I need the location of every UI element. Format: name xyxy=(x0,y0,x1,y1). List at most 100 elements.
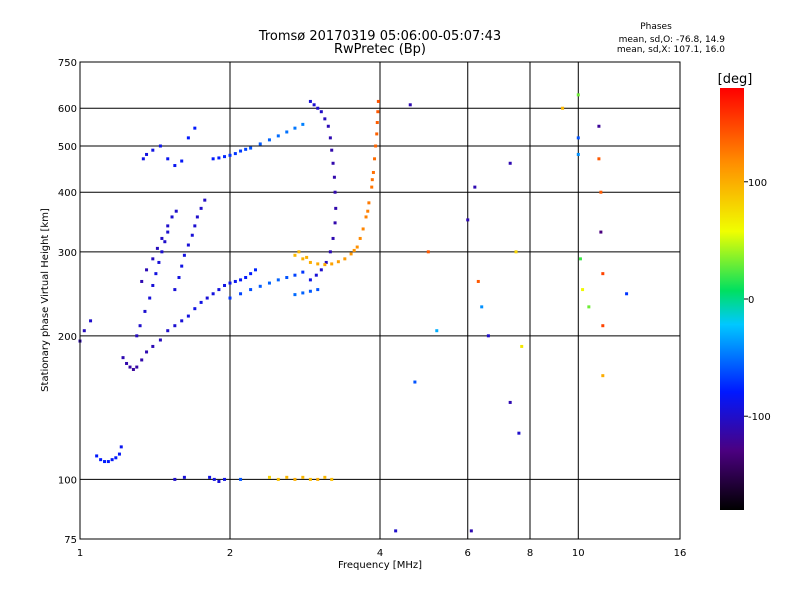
data-point xyxy=(157,260,161,264)
colorbar-label: [deg] xyxy=(718,72,753,87)
colorbar-tick-label: 0 xyxy=(748,295,754,306)
data-point xyxy=(160,250,164,254)
y-tick-label: 300 xyxy=(58,248,77,259)
data-point xyxy=(267,138,271,142)
data-point xyxy=(110,458,114,462)
data-point xyxy=(394,529,398,533)
data-point xyxy=(228,281,232,285)
data-point xyxy=(308,289,312,293)
data-point xyxy=(374,144,378,148)
data-point xyxy=(601,324,605,328)
data-point xyxy=(193,224,197,228)
data-point xyxy=(160,236,164,240)
data-point xyxy=(332,175,336,179)
data-point xyxy=(305,255,309,259)
data-point xyxy=(253,268,257,272)
data-point xyxy=(364,215,368,219)
data-point xyxy=(301,270,305,274)
data-point xyxy=(308,99,312,103)
data-point xyxy=(486,334,490,338)
data-point xyxy=(334,206,338,210)
data-point xyxy=(233,152,237,156)
data-point xyxy=(140,358,144,362)
data-point xyxy=(217,479,221,483)
data-point xyxy=(223,477,227,481)
data-point xyxy=(333,221,337,225)
plot-grid xyxy=(80,62,680,539)
data-point xyxy=(308,260,312,264)
data-point xyxy=(333,190,337,194)
data-point xyxy=(601,272,605,276)
y-tick-label: 400 xyxy=(58,188,77,199)
data-point xyxy=(508,161,512,165)
data-point xyxy=(244,276,248,280)
data-point xyxy=(319,110,323,114)
data-point xyxy=(324,260,328,264)
data-point xyxy=(358,236,362,240)
colorbar xyxy=(720,88,744,510)
data-point xyxy=(267,475,271,479)
data-point xyxy=(285,475,289,479)
data-point xyxy=(597,157,601,161)
data-point xyxy=(173,477,177,481)
data-point xyxy=(228,296,232,300)
data-point xyxy=(371,170,375,174)
data-point xyxy=(276,278,280,282)
data-point xyxy=(186,314,190,318)
data-point xyxy=(239,477,243,481)
data-point xyxy=(199,206,203,210)
data-point xyxy=(316,262,320,266)
data-point xyxy=(173,164,177,168)
data-point xyxy=(599,230,603,234)
data-point xyxy=(151,344,155,348)
x-tick-label: 4 xyxy=(377,548,383,559)
data-point xyxy=(135,334,139,338)
data-point xyxy=(95,454,99,458)
data-point xyxy=(599,190,603,194)
data-point xyxy=(285,276,289,280)
data-point xyxy=(578,257,582,261)
x-tick-label: 2 xyxy=(227,548,233,559)
data-point xyxy=(293,293,297,297)
data-point xyxy=(323,475,327,479)
x-tick-label: 16 xyxy=(674,548,687,559)
data-point xyxy=(173,288,177,292)
x-tick-label: 10 xyxy=(572,548,585,559)
data-point xyxy=(258,284,262,288)
data-point xyxy=(180,319,184,323)
data-point xyxy=(174,209,178,213)
data-point xyxy=(166,329,170,333)
data-point xyxy=(211,157,215,161)
y-tick-label: 600 xyxy=(58,104,77,115)
data-point xyxy=(166,224,170,228)
data-point xyxy=(316,106,320,110)
y-tick-label: 100 xyxy=(58,475,77,486)
data-point xyxy=(466,218,470,222)
data-point xyxy=(297,250,301,254)
data-point xyxy=(239,278,243,282)
data-point xyxy=(375,132,379,136)
data-point xyxy=(128,365,132,369)
x-tick-label: 8 xyxy=(527,548,533,559)
data-point xyxy=(476,279,480,283)
data-point xyxy=(114,456,118,460)
x-axis-label: Frequency [MHz] xyxy=(338,560,422,571)
data-point xyxy=(217,288,221,292)
data-point xyxy=(576,152,580,156)
data-point xyxy=(375,121,379,125)
data-point xyxy=(508,400,512,404)
data-point xyxy=(319,268,323,272)
data-point xyxy=(141,157,145,161)
data-point xyxy=(249,272,253,276)
data-point xyxy=(267,281,271,285)
data-point xyxy=(323,117,327,121)
data-point xyxy=(186,243,190,247)
data-point xyxy=(182,475,186,479)
data-point xyxy=(203,198,207,202)
colorbar-ticks: 100 0 -100 xyxy=(744,178,771,423)
colorbar-tick-label: -100 xyxy=(748,412,771,423)
data-point xyxy=(151,257,155,261)
data-point xyxy=(376,110,380,114)
data-point xyxy=(343,257,347,261)
data-point xyxy=(205,296,209,300)
